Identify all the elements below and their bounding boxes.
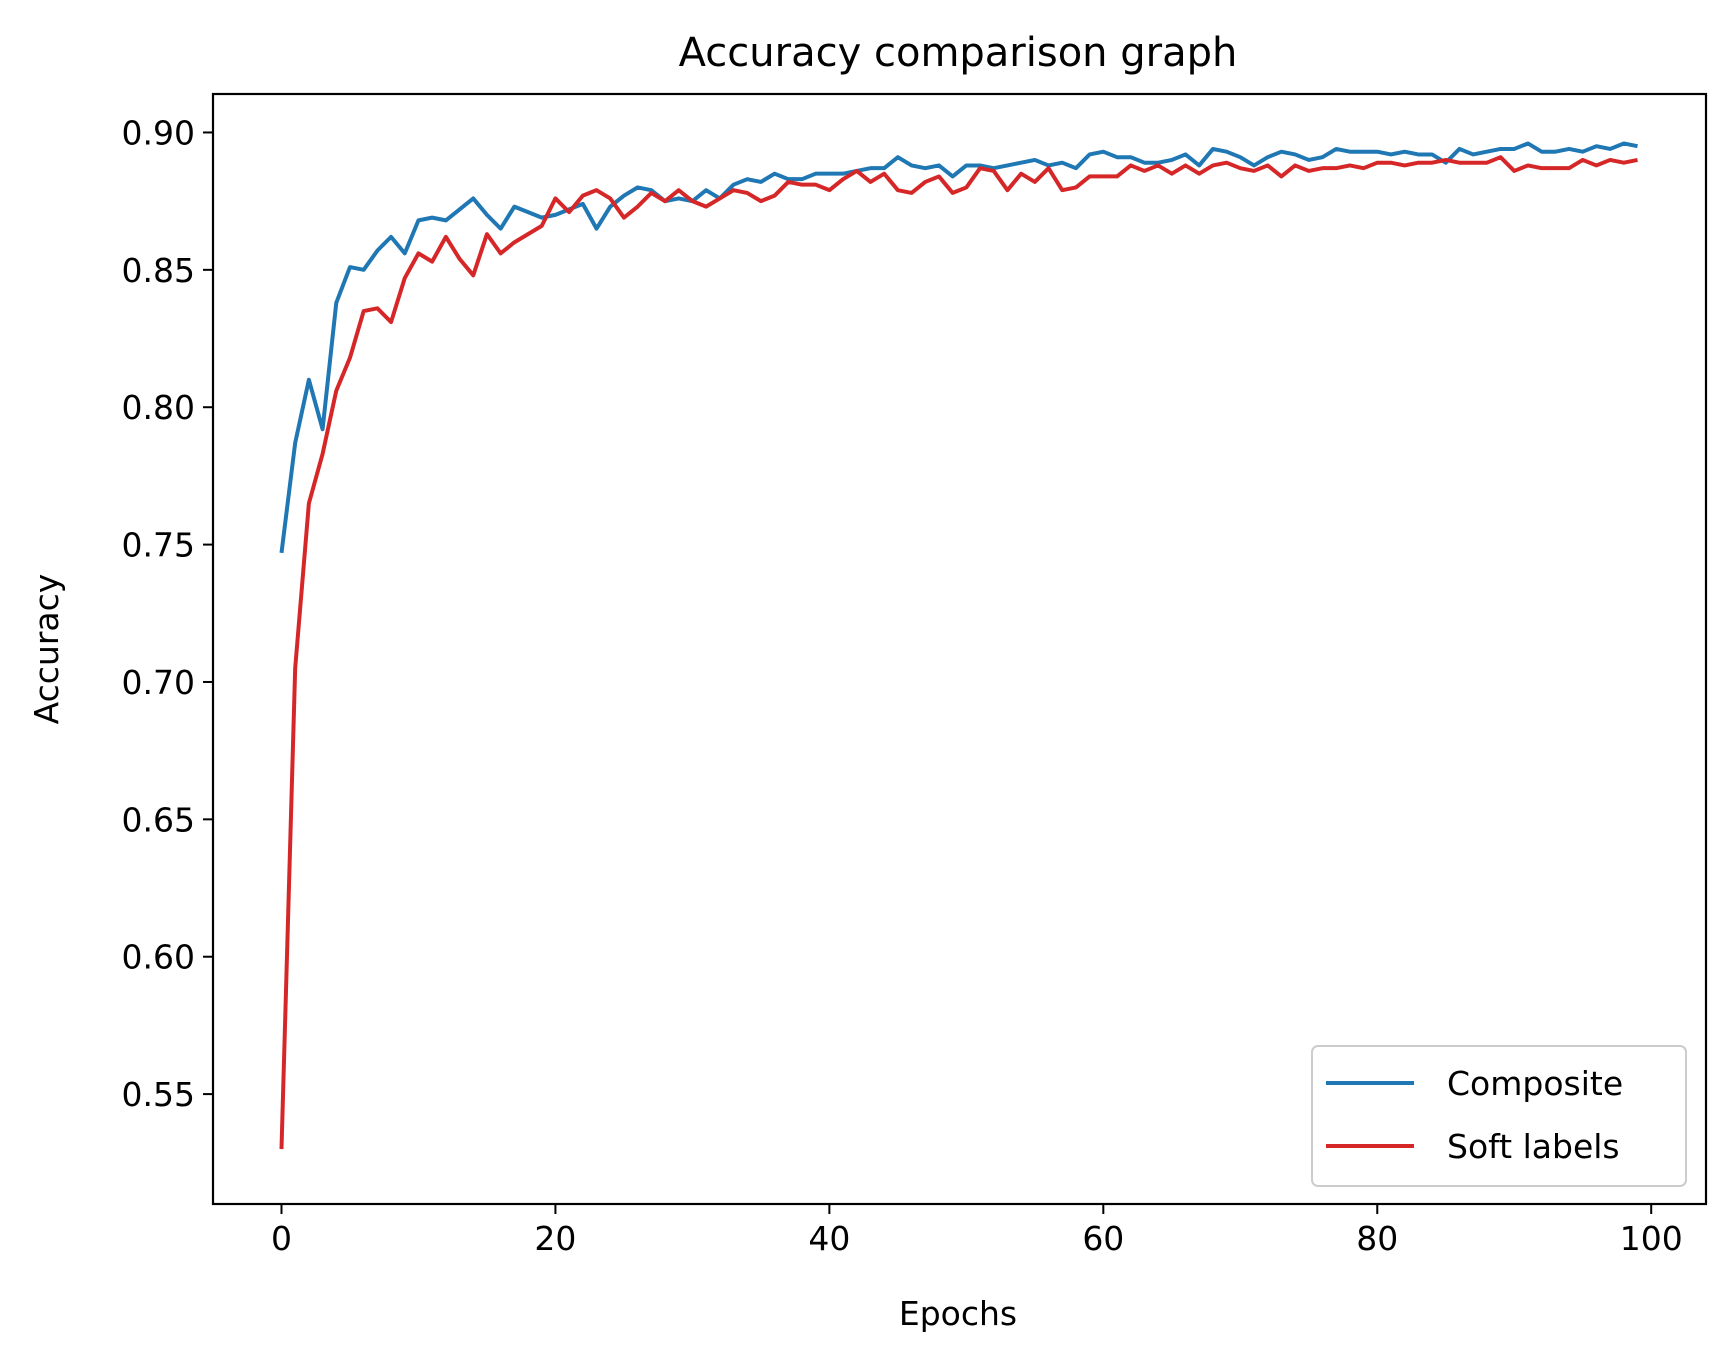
y-tick-label: 0.70 xyxy=(122,663,195,702)
y-tick-label: 0.85 xyxy=(122,251,195,290)
chart-title: Accuracy comparison graph xyxy=(679,30,1238,76)
x-tick-label: 20 xyxy=(534,1219,576,1258)
x-tick-label: 80 xyxy=(1356,1219,1398,1258)
y-tick-label: 0.75 xyxy=(122,526,195,565)
x-tick-label: 100 xyxy=(1620,1219,1683,1258)
x-axis-label: Epochs xyxy=(899,1294,1017,1333)
y-tick-label: 0.60 xyxy=(122,938,195,977)
legend-label: Composite xyxy=(1447,1064,1623,1103)
legend-label: Soft labels xyxy=(1447,1127,1620,1166)
x-tick-label: 0 xyxy=(271,1219,292,1258)
x-tick-label: 40 xyxy=(808,1219,850,1258)
y-tick-label: 0.80 xyxy=(122,388,195,427)
series-line-composite xyxy=(279,141,1638,554)
x-tick-label: 60 xyxy=(1082,1219,1124,1258)
y-tick-label: 0.90 xyxy=(122,113,195,152)
y-tick-label: 0.65 xyxy=(122,800,195,839)
plot-area xyxy=(279,141,1638,1150)
y-tick-label: 0.55 xyxy=(122,1075,195,1114)
y-axis-label: Accuracy xyxy=(27,574,66,725)
plot-frame xyxy=(211,92,1708,1206)
legend: Composite Soft labels xyxy=(1311,1045,1687,1187)
series-line-soft-labels xyxy=(279,155,1638,1150)
axes: 0 20 40 60 80 100 0.55 0.60 0.65 0.70 0.75 0.80 0.85… xyxy=(122,113,1683,1258)
